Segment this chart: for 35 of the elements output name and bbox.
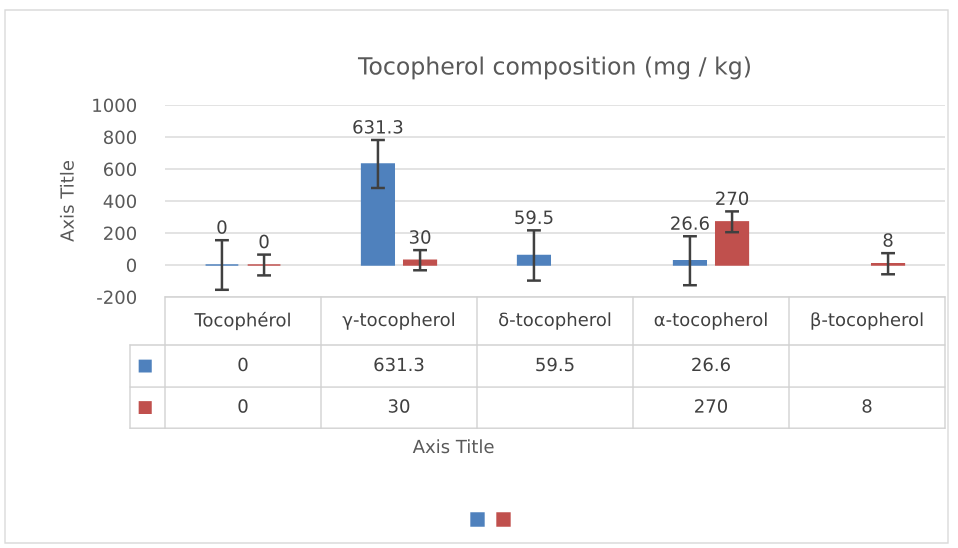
text: Axis Title	[412, 439, 494, 454]
x-tick-label: δ-tocopherol	[499, 312, 610, 330]
data-label: 30	[388, 399, 410, 413]
y-tick-label: -200	[97, 290, 136, 304]
y-tick-label: 200	[104, 226, 136, 240]
data-label: 8	[862, 399, 872, 413]
data-label: 59.5	[536, 358, 574, 372]
data-label: 270	[695, 399, 728, 413]
x-tick-label: γ-tocopherol	[342, 312, 454, 330]
y-tick-label: 600	[104, 162, 136, 176]
data-label: 26.6	[692, 358, 730, 372]
bar	[360, 163, 396, 266]
y-tick-label: 1000	[93, 98, 136, 112]
text: 59.5	[515, 210, 552, 224]
text: 631.3	[353, 120, 402, 134]
x-tick-label: β-tocopherol	[812, 312, 922, 330]
x-tick-label: α-tocopherol	[654, 312, 767, 330]
y-tick-label: 0	[126, 258, 136, 272]
text: 8	[884, 233, 893, 247]
chart-title: Tocopherol composition (mg / kg)	[358, 56, 750, 80]
data-label: 0	[238, 358, 248, 372]
y-tick-label: 800	[104, 130, 136, 144]
bar	[672, 260, 708, 266]
y-axis-title: Axis Title	[60, 161, 74, 242]
y-tick-label: 400	[104, 194, 136, 208]
text: 0	[217, 220, 226, 234]
text: 0	[260, 234, 269, 248]
data-label: 0	[238, 399, 248, 413]
text: 26.6	[671, 216, 709, 230]
bar	[402, 260, 438, 266]
text: 30	[410, 230, 430, 244]
data-label: 631.3	[374, 358, 424, 372]
x-tick-label: Tocophérol	[194, 312, 290, 330]
bar	[714, 221, 750, 266]
text: 270	[716, 191, 748, 206]
